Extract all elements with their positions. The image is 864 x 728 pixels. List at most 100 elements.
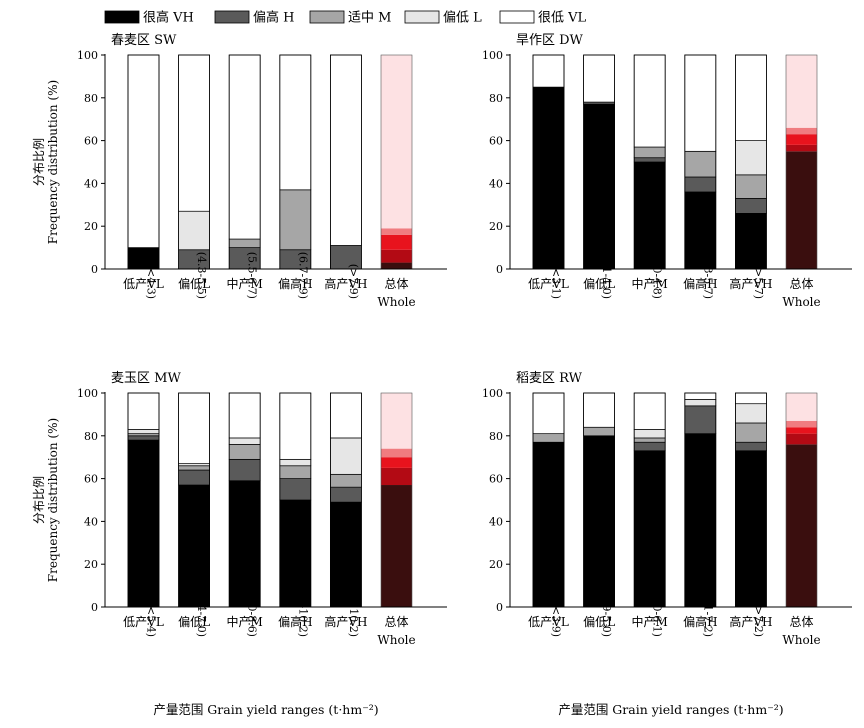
bar-segment — [127, 439, 160, 608]
legend-label: 很高 VH — [143, 10, 194, 26]
range-label: (3.9-5.0) — [600, 590, 613, 637]
y-tick-label: 0 — [91, 263, 98, 276]
bar-segment — [228, 480, 261, 608]
bar-segment — [279, 189, 312, 251]
legend-item: 很高 VH — [104, 10, 194, 26]
bar-segment — [279, 392, 312, 460]
bar-segment — [381, 457, 412, 468]
y-tick-label: 0 — [496, 263, 503, 276]
bar-segment — [684, 176, 717, 193]
category-label: 高产VH — [729, 614, 772, 629]
bar-segment — [178, 469, 210, 486]
y-tick-label: 100 — [77, 49, 98, 62]
bar-segment — [532, 433, 565, 443]
bar-segment — [330, 437, 362, 475]
range-label: (5.0-6.1) — [651, 590, 664, 637]
legend-label: 偏低 L — [443, 11, 482, 26]
legend-swatch — [309, 10, 345, 24]
bar-segment — [735, 213, 767, 270]
legend-label: 适中 M — [348, 11, 391, 26]
bar-segment — [381, 249, 412, 263]
range-label: (<3.1) — [550, 264, 563, 299]
category-label: 总体 — [384, 277, 408, 291]
bar-stack — [380, 54, 413, 270]
bar-stack — [532, 392, 565, 608]
bar-segment — [228, 437, 261, 445]
y-tick-label: 40 — [489, 177, 503, 190]
bar-segment — [330, 501, 362, 608]
bar-segment — [633, 441, 666, 452]
bar-stack — [279, 54, 312, 270]
bar-segment — [735, 392, 767, 405]
bar-segment — [381, 262, 412, 269]
category-label-en: Whole — [377, 295, 415, 309]
legend-swatch — [104, 10, 140, 24]
panel-title: 旱作区 DW — [516, 33, 584, 48]
bar-segment — [735, 174, 767, 199]
chart-panel: 麦玉区 MW 低产VL(<5.4) 偏低L(5.4-7.0) 中产M(7.0-8.6)… — [32, 371, 447, 717]
bar-segment — [633, 437, 666, 443]
category-label: 偏高H — [683, 614, 717, 629]
bar-segment — [735, 441, 767, 452]
bar-segment — [330, 54, 362, 246]
bar-stack — [735, 54, 767, 270]
bar-segment — [178, 465, 210, 471]
bar-segment — [633, 157, 666, 163]
range-label: (3.1-4.0) — [600, 252, 613, 299]
range-label: (<3.9) — [550, 602, 563, 637]
category-label-en: Whole — [377, 633, 415, 647]
bar-segment — [330, 486, 362, 503]
bar-stack — [178, 392, 211, 608]
y-tick-label: 20 — [84, 558, 98, 571]
bar-stack — [583, 54, 615, 270]
bar-segment — [381, 467, 412, 486]
chart-panel: 稻麦区 RW 低产VL(<3.9) 偏低L(3.9-5.0) 中产M(5.0-6.1)… — [482, 371, 852, 717]
bar-segment — [279, 465, 312, 479]
bar-segment — [735, 54, 767, 141]
range-label: (>7.2) — [752, 602, 765, 637]
x-axis-label: 产量范围 Grain yield ranges (t·hm⁻²) — [558, 702, 783, 717]
range-label: (4.3-5.5) — [195, 252, 208, 299]
panel-title: 麦玉区 MW — [111, 371, 181, 386]
range-label: (>10.2) — [347, 595, 360, 637]
bar-segment — [381, 228, 412, 235]
y-axis-label-cn: 分布比例 — [32, 476, 46, 524]
category-label: 中产M — [227, 614, 263, 629]
legend-swatch — [404, 10, 440, 24]
y-tick-label: 40 — [84, 177, 98, 190]
bar-stack — [735, 392, 767, 608]
bar-segment — [279, 54, 312, 191]
panel-title: 稻麦区 RW — [516, 371, 583, 386]
bar-segment — [786, 393, 817, 421]
bar-segment — [127, 392, 160, 430]
legend-swatch — [214, 10, 250, 24]
range-label: (>7.9) — [347, 264, 360, 299]
bar-stack — [684, 54, 717, 270]
bar-segment — [178, 392, 210, 464]
bar-segment — [786, 144, 817, 152]
bar-segment — [633, 146, 666, 159]
bar-segment — [330, 392, 362, 439]
range-label: (>5.7) — [752, 264, 765, 299]
bar-segment — [735, 422, 767, 443]
bar-segment — [786, 444, 817, 607]
bar-stack — [178, 54, 211, 270]
category-label: 中产M — [227, 276, 263, 291]
bar-segment — [684, 392, 717, 400]
category-label: 低产VL — [123, 277, 164, 291]
bar-segment — [228, 444, 261, 460]
range-label: (<5.4) — [145, 602, 158, 637]
bar-stack — [532, 54, 565, 270]
y-tick-label: 60 — [489, 135, 503, 148]
bar-stack — [279, 392, 312, 608]
y-tick-label: 40 — [84, 515, 98, 528]
category-label: 总体 — [384, 615, 408, 629]
y-tick-label: 80 — [84, 92, 98, 105]
bar-segment — [532, 86, 565, 270]
bar-segment — [583, 103, 615, 270]
y-tick-label: 80 — [489, 430, 503, 443]
bar-segment — [583, 54, 615, 103]
bar-segment — [633, 392, 666, 430]
bar-segment — [381, 55, 412, 229]
bar-stack — [127, 392, 160, 608]
